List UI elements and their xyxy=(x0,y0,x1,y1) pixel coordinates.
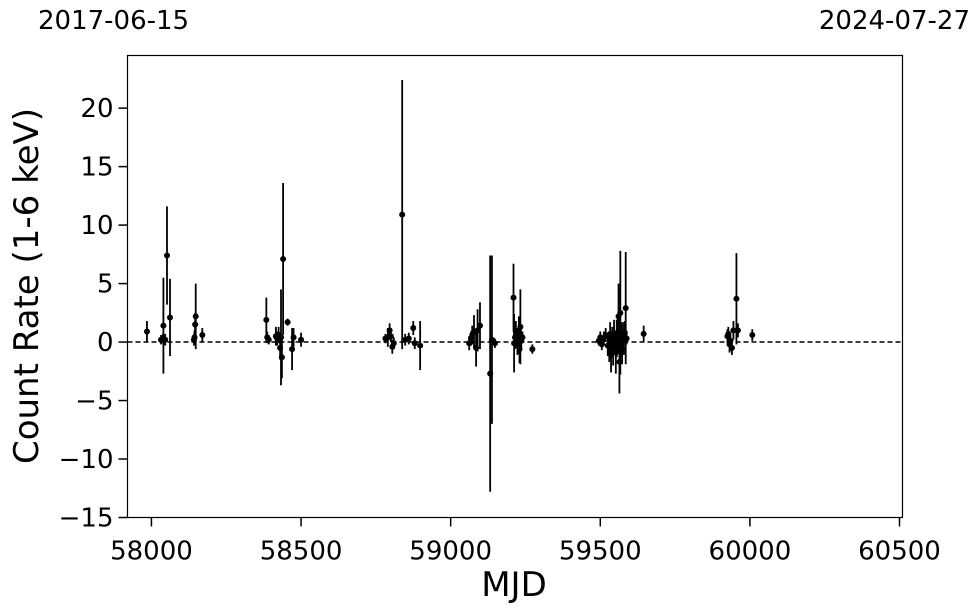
data-point xyxy=(491,338,498,348)
data-point xyxy=(529,344,536,354)
data-marker xyxy=(399,211,406,218)
data-point xyxy=(265,335,272,345)
data-marker xyxy=(160,322,167,329)
data-marker xyxy=(387,333,394,340)
data-marker xyxy=(284,319,291,326)
data-marker xyxy=(162,336,169,343)
data-point xyxy=(730,321,737,340)
x-axis-ticks: 58000 58500 59000 59500 60000 60500 xyxy=(110,517,941,567)
data-point xyxy=(519,331,526,344)
data-point xyxy=(280,182,287,336)
y-tick-label: 20 xyxy=(80,94,113,124)
data-marker xyxy=(411,340,418,347)
y-tick-label: 15 xyxy=(80,153,113,183)
data-marker xyxy=(405,335,412,342)
data-point xyxy=(163,206,170,305)
data-marker xyxy=(529,346,536,353)
y-tick-label: 5 xyxy=(97,270,114,300)
y-axis-ticks: −15 −10 −5 0 5 10 15 20 xyxy=(59,94,128,534)
data-point xyxy=(734,323,741,338)
data-point xyxy=(476,302,483,350)
plot-frame xyxy=(126,54,904,519)
data-point xyxy=(143,321,150,343)
data-marker xyxy=(290,334,297,341)
data-marker xyxy=(730,327,737,334)
y-tick-label: −5 xyxy=(75,387,113,417)
x-tick-label: 58500 xyxy=(260,537,343,567)
data-point xyxy=(749,329,756,341)
data-point xyxy=(622,251,629,365)
x-tick-label: 60000 xyxy=(709,537,792,567)
data-point xyxy=(290,328,297,347)
data-marker xyxy=(298,336,305,343)
data-points-group xyxy=(143,80,756,492)
data-marker xyxy=(390,340,397,347)
data-marker xyxy=(163,252,170,259)
y-tick-label: 0 xyxy=(97,328,114,358)
top-right-date-label: 2024-07-27 xyxy=(818,6,970,36)
data-marker xyxy=(622,305,629,312)
data-point xyxy=(411,337,418,350)
x-tick-label: 59000 xyxy=(409,537,492,567)
data-marker xyxy=(417,342,424,349)
top-left-date-label: 2017-06-15 xyxy=(38,6,190,36)
data-marker xyxy=(640,330,647,337)
data-marker xyxy=(728,344,735,351)
data-marker xyxy=(386,327,393,334)
data-point xyxy=(192,283,199,350)
x-tick-label: 60500 xyxy=(858,537,941,567)
data-point xyxy=(517,289,524,365)
data-marker xyxy=(280,256,287,263)
data-marker xyxy=(749,332,756,339)
data-marker xyxy=(623,335,630,342)
data-point xyxy=(199,328,206,343)
data-point xyxy=(417,321,424,371)
data-marker xyxy=(491,340,498,347)
data-point xyxy=(298,332,305,347)
data-marker xyxy=(192,313,199,320)
x-tick-label: 59500 xyxy=(559,537,642,567)
data-marker xyxy=(517,323,524,330)
data-marker xyxy=(476,322,483,329)
data-point xyxy=(410,321,417,336)
data-point xyxy=(390,337,397,350)
data-point xyxy=(278,336,285,379)
data-point xyxy=(405,332,412,345)
data-marker xyxy=(519,334,526,341)
data-marker xyxy=(143,328,150,335)
y-axis-label: Count Rate (1-6 keV) xyxy=(7,108,47,464)
data-point xyxy=(166,278,173,357)
data-point xyxy=(160,277,167,374)
data-marker xyxy=(510,294,517,301)
data-marker xyxy=(199,332,206,339)
data-point xyxy=(162,333,169,346)
data-marker xyxy=(410,325,417,332)
data-marker xyxy=(278,354,285,361)
x-axis-label: MJD xyxy=(481,565,547,605)
y-tick-label: −10 xyxy=(59,445,114,475)
y-tick-label: −15 xyxy=(59,504,114,534)
data-point xyxy=(387,330,394,343)
data-marker xyxy=(733,295,740,302)
data-point xyxy=(399,80,406,350)
data-point xyxy=(640,325,647,343)
data-marker xyxy=(265,336,272,343)
data-marker xyxy=(289,346,296,353)
x-tick-label: 58000 xyxy=(110,537,193,567)
data-point xyxy=(623,332,630,345)
data-marker xyxy=(617,309,624,316)
data-point xyxy=(728,340,735,355)
data-marker xyxy=(263,316,270,323)
data-marker xyxy=(166,314,173,321)
data-point xyxy=(284,318,291,326)
data-marker xyxy=(734,327,741,334)
y-tick-label: 10 xyxy=(80,211,113,241)
